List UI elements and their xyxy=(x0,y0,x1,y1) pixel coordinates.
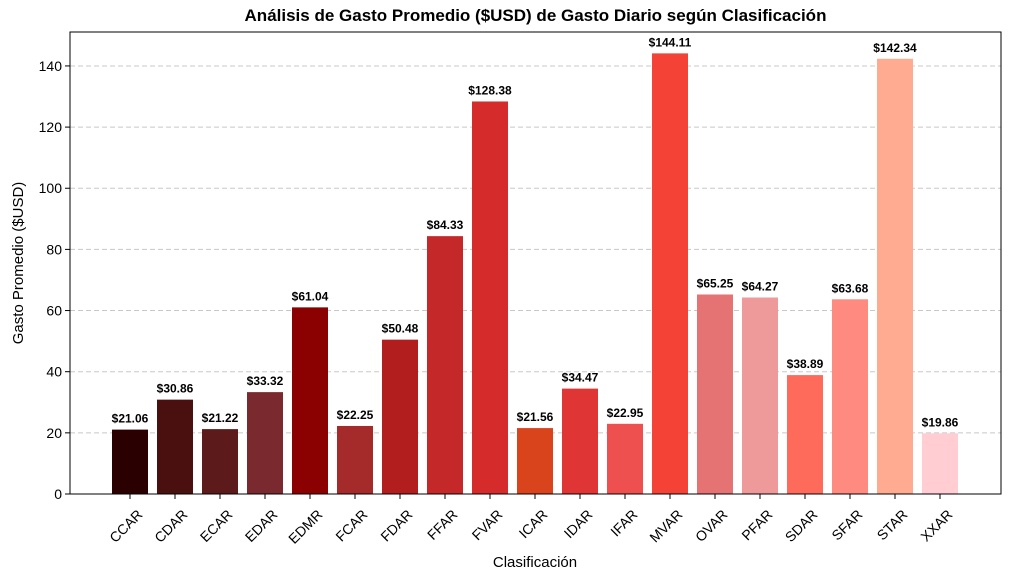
y-tick-label: 120 xyxy=(39,119,63,135)
bar-ovar xyxy=(697,294,733,494)
bar-mvar xyxy=(652,53,688,494)
bar-ecar xyxy=(202,429,238,494)
y-tick-label: 20 xyxy=(46,425,62,441)
data-label: $38.89 xyxy=(787,357,824,371)
bar-fdar xyxy=(382,339,418,494)
data-label: $21.56 xyxy=(517,410,554,424)
x-tick-label: ECAR xyxy=(197,506,236,545)
bars xyxy=(112,53,958,494)
data-label: $34.47 xyxy=(562,371,599,385)
data-label: $64.27 xyxy=(742,279,779,293)
bar-fvar xyxy=(472,101,508,494)
x-tick-label: IFAR xyxy=(607,506,640,539)
bar-ccar xyxy=(112,429,148,494)
x-axis-ticks: CCAR CDAR ECAR EDAR EDMR FCAR FDAR FFAR FVAR ICAR… xyxy=(106,494,956,547)
x-tick-label: OVAR xyxy=(692,506,731,545)
bar-edmr xyxy=(292,307,328,494)
x-tick-label: FCAR xyxy=(332,506,370,544)
y-tick-label: 80 xyxy=(46,241,62,257)
bar-xxar xyxy=(922,433,958,494)
bar-edar xyxy=(247,392,283,494)
y-axis-ticks: 0 20 40 60 80 100 120 140 xyxy=(39,58,70,502)
data-label: $30.86 xyxy=(157,382,194,396)
x-tick-label: CCAR xyxy=(106,506,145,545)
x-tick-label: FVAR xyxy=(469,506,506,543)
bar-idar xyxy=(562,388,598,494)
bar-ifar xyxy=(607,423,643,494)
x-tick-label: SFAR xyxy=(828,506,865,543)
data-label: $33.32 xyxy=(247,374,284,388)
bar-sfar xyxy=(832,299,868,494)
chart-title: Análisis de Gasto Promedio ($USD) de Gas… xyxy=(244,6,827,25)
data-label: $128.38 xyxy=(468,83,512,97)
x-tick-label: STAR xyxy=(874,506,911,543)
x-tick-label: FDAR xyxy=(377,506,415,544)
x-tick-label: EDAR xyxy=(242,506,281,545)
y-tick-label: 100 xyxy=(39,180,63,196)
data-label: $65.25 xyxy=(697,276,734,290)
bar-cdar xyxy=(157,399,193,494)
y-tick-label: 140 xyxy=(39,58,63,74)
y-tick-label: 40 xyxy=(46,364,62,380)
bar-pfar xyxy=(742,297,778,494)
y-tick-label: 0 xyxy=(54,486,62,502)
x-tick-label: XXAR xyxy=(917,506,955,544)
x-tick-label: MVAR xyxy=(646,506,685,545)
y-axis-label: Gasto Promedio ($USD) xyxy=(10,182,27,345)
data-label: $142.34 xyxy=(873,41,917,55)
x-tick-label: IDAR xyxy=(561,506,596,541)
bar-icar xyxy=(517,428,553,494)
x-tick-label: SDAR xyxy=(782,506,821,545)
x-tick-label: EDMR xyxy=(285,506,325,546)
x-tick-label: PFAR xyxy=(738,506,775,543)
bar-ffar xyxy=(427,236,463,494)
data-label: $61.04 xyxy=(292,289,329,303)
x-tick-label: CDAR xyxy=(151,506,190,545)
bar-sdar xyxy=(787,375,823,494)
data-label: $21.06 xyxy=(112,412,149,426)
data-labels: $21.06 $30.86 $21.22 $33.32 $61.04 $22.25 $50.… xyxy=(112,35,959,429)
data-label: $22.95 xyxy=(607,406,644,420)
data-label: $22.25 xyxy=(337,408,374,422)
bar-star xyxy=(877,58,913,494)
y-tick-label: 60 xyxy=(46,303,62,319)
bar-fcar xyxy=(337,425,373,494)
data-label: $19.86 xyxy=(922,415,959,429)
data-label: $63.68 xyxy=(832,281,869,295)
x-tick-label: FFAR xyxy=(424,506,461,543)
data-label: $144.11 xyxy=(649,35,692,49)
data-label: $84.33 xyxy=(427,218,464,232)
data-label: $21.22 xyxy=(202,411,239,425)
data-label: $50.48 xyxy=(382,322,419,336)
x-tick-label: ICAR xyxy=(516,506,551,541)
x-axis-label: Clasificación xyxy=(493,554,577,571)
